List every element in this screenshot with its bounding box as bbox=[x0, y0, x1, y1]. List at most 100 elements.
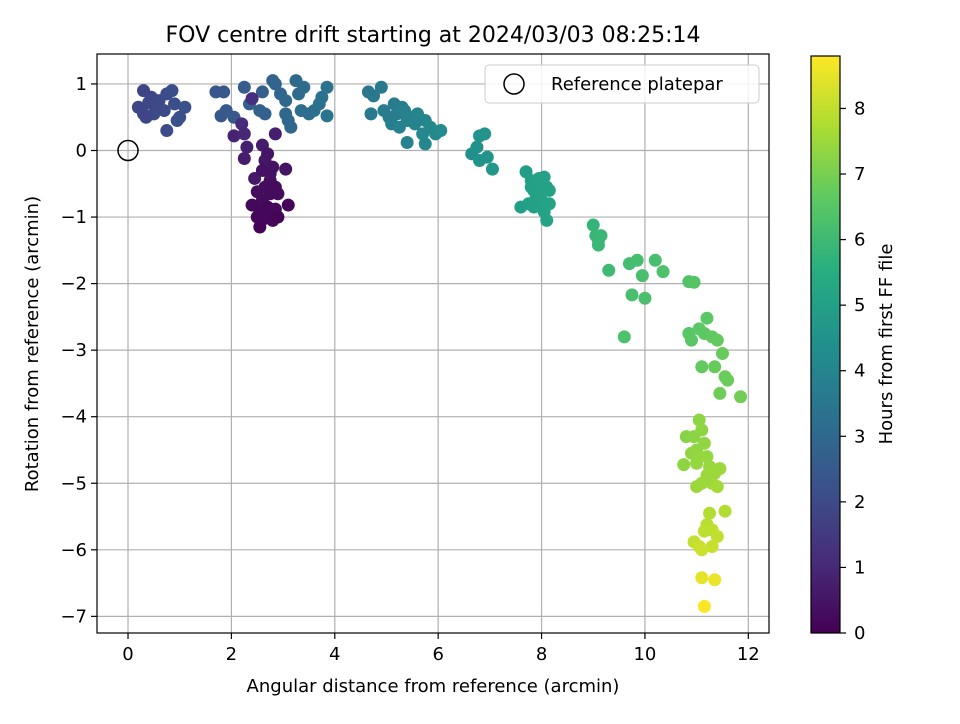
data-point bbox=[478, 127, 492, 141]
data-point bbox=[630, 253, 644, 267]
data-point bbox=[705, 539, 719, 553]
data-point bbox=[367, 89, 381, 103]
legend-box bbox=[484, 64, 760, 104]
data-point bbox=[700, 468, 714, 482]
colorbar-tick-label: 5 bbox=[854, 295, 865, 316]
y-axis-ticks: 1 0 −1 −2 −3 −4 −5 −6 −7 bbox=[60, 74, 97, 627]
data-point bbox=[602, 263, 616, 277]
data-point bbox=[364, 107, 378, 121]
data-point bbox=[697, 599, 711, 613]
data-point bbox=[271, 210, 285, 224]
data-point bbox=[690, 480, 704, 494]
data-point bbox=[625, 288, 639, 302]
data-point bbox=[708, 573, 722, 587]
data-point bbox=[258, 207, 272, 221]
data-point bbox=[656, 265, 670, 279]
data-point bbox=[715, 346, 729, 360]
data-point bbox=[586, 218, 600, 232]
data-point bbox=[434, 124, 448, 138]
data-point bbox=[268, 127, 282, 141]
data-point bbox=[279, 107, 293, 121]
data-point bbox=[638, 291, 652, 305]
colorbar bbox=[811, 56, 840, 633]
x-tick-label: 4 bbox=[329, 644, 340, 665]
colorbar-frame bbox=[810, 55, 841, 634]
y-tick-label: −3 bbox=[60, 340, 87, 361]
colorbar-tick-label: 6 bbox=[854, 230, 865, 251]
y-tick-label: −6 bbox=[60, 540, 87, 561]
data-points bbox=[131, 74, 748, 613]
grid bbox=[97, 54, 769, 633]
data-point bbox=[695, 543, 709, 557]
data-point bbox=[713, 462, 727, 476]
x-tick-label: 12 bbox=[737, 644, 760, 665]
data-point bbox=[591, 238, 605, 252]
colorbar-tick-label: 1 bbox=[854, 557, 865, 578]
data-point bbox=[271, 187, 285, 201]
colorbar-label: Hours from first FF file bbox=[876, 244, 897, 445]
y-tick-label: −5 bbox=[60, 473, 87, 494]
data-point bbox=[170, 114, 184, 128]
y-tick-label: −7 bbox=[60, 606, 87, 627]
data-point bbox=[258, 107, 272, 121]
legend-marker bbox=[503, 73, 525, 95]
data-point bbox=[721, 373, 735, 387]
colorbar-tick-label: 4 bbox=[854, 361, 865, 382]
data-point bbox=[137, 107, 151, 121]
data-point bbox=[235, 117, 249, 131]
data-point bbox=[168, 97, 182, 111]
data-point bbox=[524, 180, 538, 194]
data-point bbox=[734, 390, 748, 404]
data-point bbox=[710, 333, 724, 347]
y-tick-label: 1 bbox=[76, 74, 87, 95]
data-point bbox=[268, 77, 282, 91]
data-point bbox=[695, 571, 709, 585]
data-point bbox=[416, 127, 430, 141]
reference-point bbox=[117, 139, 139, 162]
data-point bbox=[710, 480, 724, 494]
data-point bbox=[677, 458, 691, 472]
data-point bbox=[142, 96, 156, 110]
colorbar-ticks: 0 1 2 3 4 5 6 7 8 bbox=[840, 98, 865, 644]
legend: Reference platepar bbox=[484, 64, 760, 104]
data-point bbox=[542, 183, 556, 197]
colorbar-tick-label: 8 bbox=[854, 98, 865, 119]
data-point bbox=[408, 117, 422, 131]
data-point bbox=[165, 84, 179, 98]
colorbar-tick-label: 0 bbox=[854, 623, 865, 644]
data-point bbox=[297, 80, 311, 94]
data-point bbox=[718, 504, 732, 518]
x-axis-ticks: 0 2 4 6 8 10 12 bbox=[122, 633, 760, 665]
y-axis-label: Rotation from reference (arcmin) bbox=[22, 196, 43, 492]
data-point bbox=[253, 220, 267, 234]
data-point bbox=[418, 137, 432, 151]
data-point bbox=[227, 129, 241, 143]
data-point bbox=[279, 94, 293, 108]
x-tick-label: 8 bbox=[536, 644, 547, 665]
data-point bbox=[398, 104, 412, 118]
data-point bbox=[537, 170, 551, 184]
data-point bbox=[237, 80, 251, 94]
data-point bbox=[527, 200, 541, 214]
data-point bbox=[514, 200, 528, 214]
data-point bbox=[713, 386, 727, 400]
y-tick-label: −1 bbox=[60, 207, 87, 228]
data-point bbox=[635, 269, 649, 283]
data-point bbox=[263, 167, 277, 181]
data-point bbox=[708, 360, 722, 374]
data-point bbox=[400, 136, 414, 150]
chart-title: FOV centre drift starting at 2024/03/03 … bbox=[166, 23, 701, 48]
data-point bbox=[480, 150, 494, 164]
data-point bbox=[279, 162, 293, 176]
data-point bbox=[617, 330, 631, 344]
data-point bbox=[648, 253, 662, 267]
y-tick-label: −4 bbox=[60, 407, 87, 428]
data-point bbox=[320, 80, 334, 94]
data-point bbox=[687, 275, 701, 289]
plot-frame bbox=[96, 53, 770, 634]
x-tick-label: 0 bbox=[122, 644, 133, 665]
x-tick-label: 10 bbox=[633, 644, 656, 665]
